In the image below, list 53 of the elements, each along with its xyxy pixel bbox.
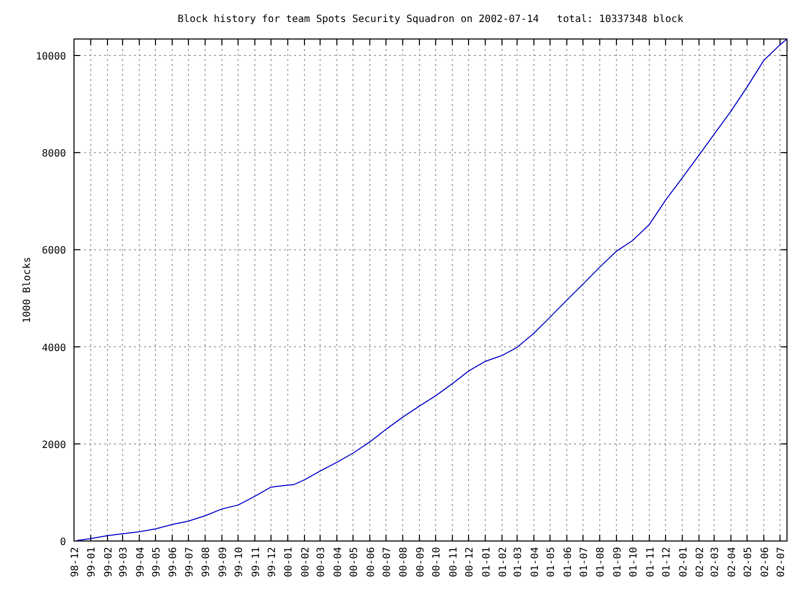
x-tick-label: 00-09 [415, 547, 426, 578]
x-tick-label: 01-07 [578, 547, 590, 578]
x-tick-label: 01-05 [546, 547, 558, 578]
x-tick-label: 99-02 [103, 547, 114, 578]
y-tick-label: 4000 [42, 342, 66, 354]
x-tick-label: 00-12 [464, 547, 476, 578]
x-tick-label: 99-01 [86, 547, 98, 578]
x-tick-label: 01-02 [498, 547, 510, 578]
x-tick-label: 01-09 [612, 547, 624, 578]
x-tick-label: 99-03 [118, 547, 130, 578]
x-tick-label: 99-06 [168, 547, 180, 578]
x-tick-label: 02-06 [760, 547, 771, 578]
x-tick-label: 00-02 [300, 547, 312, 578]
x-tick-label: 00-04 [332, 547, 344, 578]
x-tick-label: 99-11 [250, 547, 262, 578]
x-tick-label: 02-04 [726, 547, 738, 578]
x-tick-label: 99-12 [267, 547, 278, 578]
x-tick-label: 01-03 [513, 547, 524, 578]
x-tick-label: 02-01 [678, 547, 690, 578]
x-tick-label: 00-03 [316, 547, 328, 578]
x-tick-label: 00-01 [284, 547, 295, 578]
y-axis-title: 1000 Blocks [22, 256, 33, 324]
x-tick-label: 99-09 [218, 547, 229, 578]
x-tick-label: 99-07 [184, 547, 196, 578]
x-tick-label: 01-10 [628, 547, 640, 578]
x-tick-label: 02-03 [710, 547, 722, 578]
x-tick-label: 01-01 [481, 547, 492, 578]
y-tick-label: 2000 [42, 440, 66, 451]
x-tick-label: 01-12 [662, 547, 673, 578]
x-tick-label: 00-05 [349, 547, 360, 578]
x-tick-label: 99-10 [234, 547, 246, 578]
x-tick-label: 02-07 [776, 547, 787, 578]
y-tick-label: 0 [60, 537, 66, 548]
x-tick-label: 00-08 [398, 547, 410, 578]
x-tick-label: 00-10 [432, 547, 443, 578]
x-tick-label: 98-12 [70, 547, 81, 578]
x-tick-label: 99-05 [152, 547, 162, 578]
chart-title: Block history for team Spots Security Squadron on 2002-07-14 total: 10337348 block [178, 14, 684, 25]
y-tick-label: 8000 [42, 148, 66, 160]
x-tick-label: 01-11 [645, 547, 656, 578]
x-tick-label: 01-08 [596, 547, 607, 578]
x-tick-label: 00-07 [382, 547, 393, 578]
x-tick-label: 00-11 [448, 547, 460, 578]
x-tick-label: 00-06 [366, 547, 377, 578]
x-tick-label: 99-04 [135, 547, 146, 578]
x-tick-label: 01-04 [530, 547, 541, 578]
x-tick-label: 01-06 [562, 547, 574, 578]
line-series [76, 38, 788, 542]
y-tick-label: 6000 [42, 246, 66, 257]
x-tick-label: 02-02 [695, 547, 706, 578]
y-tick-label: 10000 [36, 52, 66, 63]
x-tick-label: 02-05 [743, 547, 754, 578]
x-tick-label: 99-08 [201, 547, 212, 578]
